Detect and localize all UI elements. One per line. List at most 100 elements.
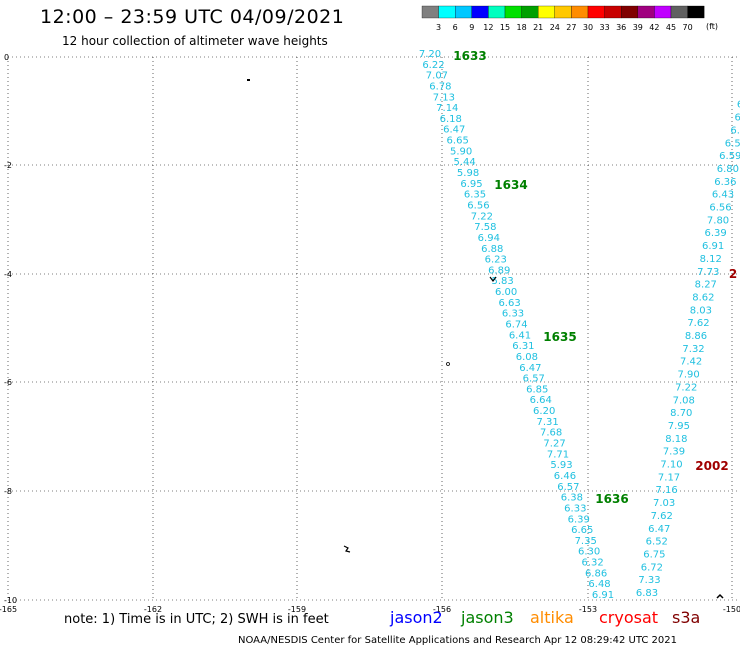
wave-height-value: 8.03 [690,305,712,316]
wave-height-value: 6.86 [585,568,607,579]
colorbar-label: 12 [483,23,493,32]
wave-height-value: 7.13 [433,92,455,103]
colorbar-swatch [488,5,506,19]
wave-height-value: 7.90 [678,370,700,381]
wave-height-value: 7.58 [474,222,496,233]
colorbar-swatch [621,5,638,19]
colorbar-label: 15 [500,23,510,32]
wave-height-value: 6.65 [447,136,469,147]
wave-height-value: 6.33 [564,503,586,514]
wave-height-value: 7.17 [658,472,680,483]
wave-height-value: 6.35 [464,190,486,201]
wave-height-value: 7.62 [687,318,709,329]
wave-height-value: 7.73 [697,267,719,278]
wave-height-value: 6.43 [712,190,734,201]
colorbar-label: 6 [453,23,458,32]
colorbar: 3 6 9 12 15 18 21 24 27 30 33 36 39 42 45 70 [421,5,705,32]
colorbar-swatch [604,5,622,19]
wave-height-value: 7.32 [682,344,704,355]
wave-height-value: 6.47 [648,524,670,535]
colorbar-swatch [571,5,589,19]
y-tick-label: 0 [4,53,9,62]
wave-height-value: 7.42 [680,357,702,368]
colorbar-swatch [471,5,489,19]
island-marker [489,276,497,282]
wave-height-value: 6.32 [581,558,603,569]
track-time-label: 2 [729,267,737,281]
colorbar-label: 30 [583,23,593,32]
track-time-label: 1633 [453,49,486,63]
colorbar-label: 18 [517,23,527,32]
legend-jason3: jason3 [461,608,514,627]
wave-height-value: 6.20 [533,406,555,417]
wave-height-value: 5.98 [457,168,479,179]
wave-height-value: 7.03 [653,498,675,509]
legend-altika: altika [530,608,574,627]
note-text: note: 1) Time is in UTC; 2) SWH is in fe… [64,612,329,627]
wave-height-value: 6.00 [495,287,517,298]
colorbar-label: 45 [666,23,676,32]
colorbar-swatch [421,5,439,19]
wave-height-value: 6.52 [646,537,668,548]
x-tick-label: -165 [0,605,17,614]
colorbar-label: 70 [683,23,693,32]
wave-height-value: 7.16 [655,485,677,496]
wave-height-value: 6.47 [443,125,465,136]
wave-height-value: 6.22 [422,60,444,71]
wave-height-value: 6.57 [523,374,545,385]
wave-height-value: 6.78 [429,81,451,92]
wave-height-value: 8.12 [700,254,722,265]
colorbar-swatch [670,5,688,19]
colorbar-swatch [455,5,472,19]
wave-height-value: 6.94 [478,233,500,244]
wave-height-value: 6.39 [568,514,590,525]
legend-jason2: jason2 [390,608,443,627]
wave-height-value: 7.08 [673,395,695,406]
wave-height-value: 7.95 [668,421,690,432]
wave-height-value: 6.95 [460,179,482,190]
wave-height-value: 6.91 [702,241,724,252]
x-tick-label: -156 [433,605,451,614]
wave-height-value: 7.80 [707,215,729,226]
wave-height-value: 6.88 [481,244,503,255]
colorbar-label: 39 [633,23,643,32]
wave-height-value: 6.56 [709,203,731,214]
y-tick-label: -2 [4,161,12,170]
wave-height-value: 7.27 [543,439,565,450]
wave-height-value: 6.5 [725,138,740,149]
wave-height-value: 7.22 [675,382,697,393]
x-tick-label: -159 [288,605,306,614]
colorbar-swatch [504,5,522,19]
wave-height-value: 7.62 [651,511,673,522]
wave-height-value: 7.20 [419,49,441,60]
footer-credit: NOAA/NESDIS Center for Satellite Applica… [238,635,677,646]
x-tick-label: -162 [144,605,162,614]
markers [247,79,724,599]
wave-height-value: 8.62 [692,292,714,303]
wave-height-value: 8.70 [670,408,692,419]
colorbar-label: 9 [469,23,474,32]
colorbar-label: 33 [600,23,610,32]
wave-height-value: 6.85 [526,384,548,395]
x-tick-label: -153 [579,605,597,614]
wave-height-value: 6.48 [588,579,610,590]
wave-height-value: 6.57 [557,482,579,493]
track-time-label: 2002 [695,459,728,473]
wave-height-value: 6.59 [719,151,740,162]
wave-height-value: 6.23 [485,255,507,266]
track-time-label: 1634 [494,178,527,192]
colorbar-swatch [637,5,655,19]
axis-ticks: -165 -162 -159 -156 -153 -150 0 -2 -4 -6 -8 -10 [0,53,740,614]
wave-height-value: 6.08 [516,352,538,363]
wave-height-value: 7.39 [663,447,685,458]
wave-height-value: 6.38 [561,493,583,504]
island-marker [446,362,450,366]
wave-height-value: 6.80 [717,164,739,175]
colorbar-swatch [687,5,705,19]
wave-height-value: 6.89 [488,265,510,276]
wave-height-value: 7.31 [537,417,559,428]
wave-height-value: 6.46 [554,471,576,482]
x-tick-label: -150 [723,605,740,614]
wave-height-value: 8.86 [685,331,707,342]
wave-height-value: 6.74 [505,320,527,331]
